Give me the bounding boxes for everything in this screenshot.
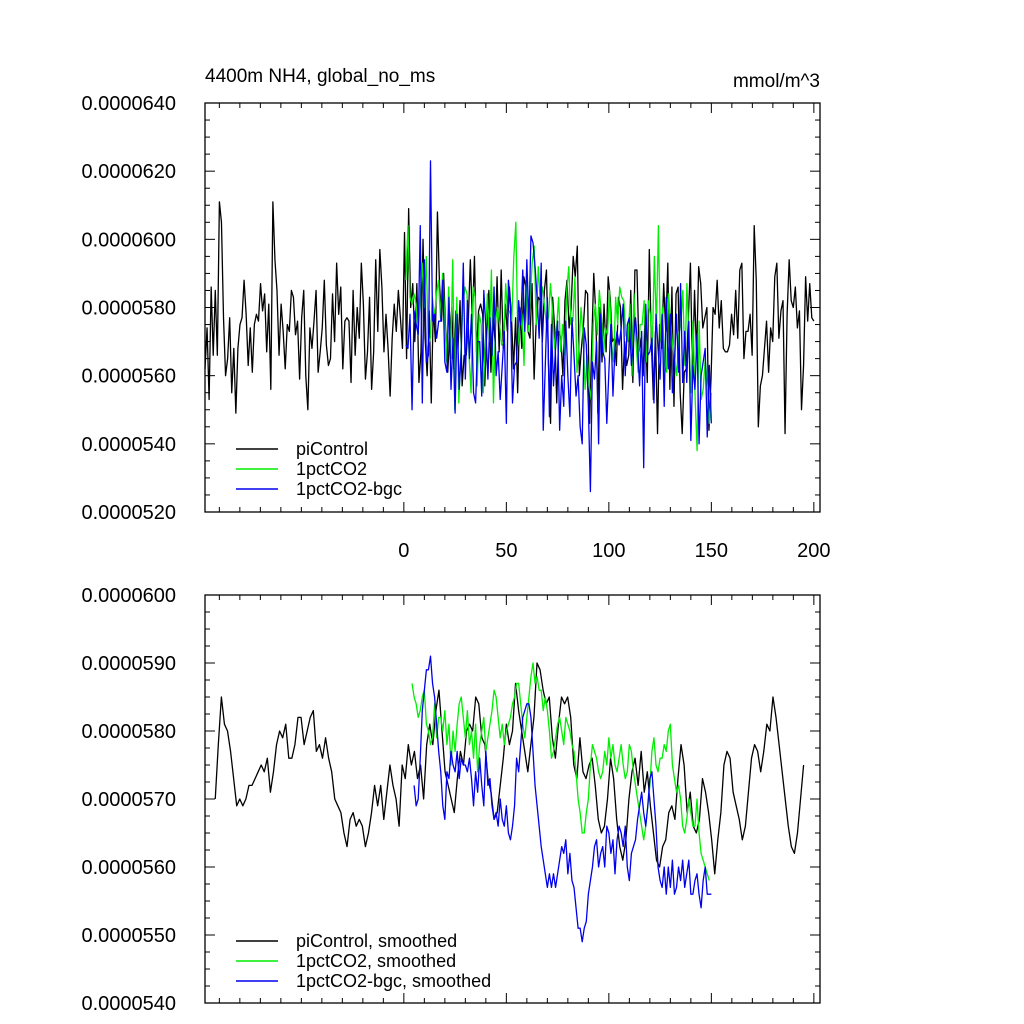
- series-line-1pctco2: [405, 221, 712, 452]
- y-tick-label: 0.0000640: [81, 93, 176, 115]
- panel-bottom: 0.0000540 0.0000550 0.0000560 0.0000570 0.00…: [81, 585, 821, 1015]
- y-tick-label: 0.0000560: [81, 857, 176, 879]
- series-line-1pctco2-bgc-smoothed: [413, 655, 712, 943]
- legend-label: 1pctCO2-bgc: [296, 479, 402, 499]
- chart-title: 4400m NH4, global_no_ms: [205, 66, 435, 87]
- series-layer: [204, 160, 815, 493]
- units-label: mmol/m^3: [733, 71, 820, 92]
- y-tick-label: 0.0000600: [81, 229, 176, 251]
- x-tick-label: 0: [398, 540, 409, 562]
- x-tick-label: 100: [592, 540, 625, 562]
- y-tick-label: 0.0000570: [81, 789, 176, 811]
- y-tick-label: 0.0000580: [81, 721, 176, 743]
- x-tick-label: 150: [695, 540, 728, 562]
- legend-label: piControl, smoothed: [296, 931, 457, 951]
- y-tick-label: 0.0000520: [81, 502, 176, 524]
- plot-frame: [204, 102, 821, 513]
- y-tick-label: 0.0000540: [81, 993, 176, 1015]
- x-tick-label: 50: [495, 540, 517, 562]
- series-line-1pctco2-smoothed: [411, 662, 710, 881]
- y-tick-label: 0.0000590: [81, 653, 176, 675]
- series-line-picontrol: [204, 201, 815, 435]
- series-line-1pctco2-bgc: [405, 160, 712, 493]
- y-tick-label: 0.0000540: [81, 434, 176, 456]
- y-tick-label: 0.0000600: [81, 585, 176, 607]
- tick-layer: 0.0000540 0.0000550 0.0000560 0.0000570 0.00…: [81, 585, 820, 1015]
- series-line-picontrol-smoothed: [214, 662, 805, 875]
- x-tick-label: 200: [797, 540, 830, 562]
- tick-layer: 0 50 100 150 200 0.0000520 0.0000540 0.0000560 0…: [81, 93, 830, 562]
- y-tick-label: 0.0000550: [81, 925, 176, 947]
- panel-top: 4400m NH4, global_no_ms mmol/m^3 0 50 100 1…: [81, 66, 830, 562]
- legend-label: 1pctCO2, smoothed: [296, 951, 456, 971]
- series-layer: [214, 655, 805, 943]
- legend-label: 1pctCO2-bgc, smoothed: [296, 971, 491, 991]
- y-tick-label: 0.0000620: [81, 161, 176, 183]
- y-tick-label: 0.0000580: [81, 298, 176, 320]
- plot-frame: [204, 594, 821, 1004]
- legend-label: piControl: [296, 439, 368, 459]
- y-tick-label: 0.0000560: [81, 366, 176, 388]
- legend-label: 1pctCO2: [296, 459, 367, 479]
